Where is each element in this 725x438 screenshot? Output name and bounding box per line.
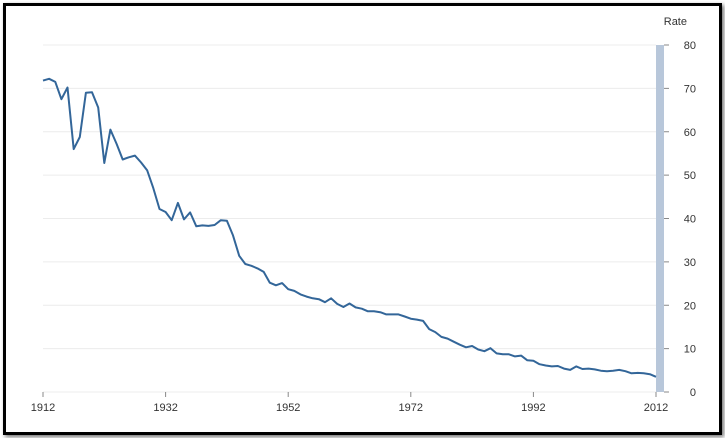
chart-frame: 0 10 20 30 40 50 60 70 80 1912 1932 1952 1972 1992 20… bbox=[3, 3, 722, 435]
x-tick-label: 1992 bbox=[521, 402, 545, 414]
y-tick-label: 70 bbox=[684, 83, 696, 95]
y-tick-label: 30 bbox=[684, 257, 696, 269]
y-tick-label: 10 bbox=[684, 344, 696, 356]
y-tick-label: 40 bbox=[684, 214, 696, 226]
y-tick-label: 20 bbox=[684, 300, 696, 312]
x-tick-label: 1912 bbox=[31, 402, 55, 414]
y-tick-label: 80 bbox=[684, 40, 696, 52]
gridlines bbox=[43, 44, 656, 393]
series-line bbox=[42, 77, 657, 378]
x-tick-labels: 1912 1932 1952 1972 1992 2012 bbox=[31, 392, 668, 414]
y-axis-title: Rate bbox=[664, 16, 687, 28]
x-tick-label: 2012 bbox=[644, 402, 668, 414]
y-tick-label: 0 bbox=[690, 387, 696, 399]
x-tick-label: 1952 bbox=[276, 402, 300, 414]
y-axis-band bbox=[656, 45, 664, 392]
y-tick-labels: 0 10 20 30 40 50 60 70 80 bbox=[664, 40, 696, 399]
y-tick-label: 60 bbox=[684, 127, 696, 139]
x-tick-label: 1932 bbox=[153, 402, 177, 414]
y-tick-label: 50 bbox=[684, 170, 696, 182]
x-tick-label: 1972 bbox=[399, 402, 423, 414]
line-chart: 0 10 20 30 40 50 60 70 80 1912 1932 1952 1972 1992 20… bbox=[31, 16, 696, 414]
